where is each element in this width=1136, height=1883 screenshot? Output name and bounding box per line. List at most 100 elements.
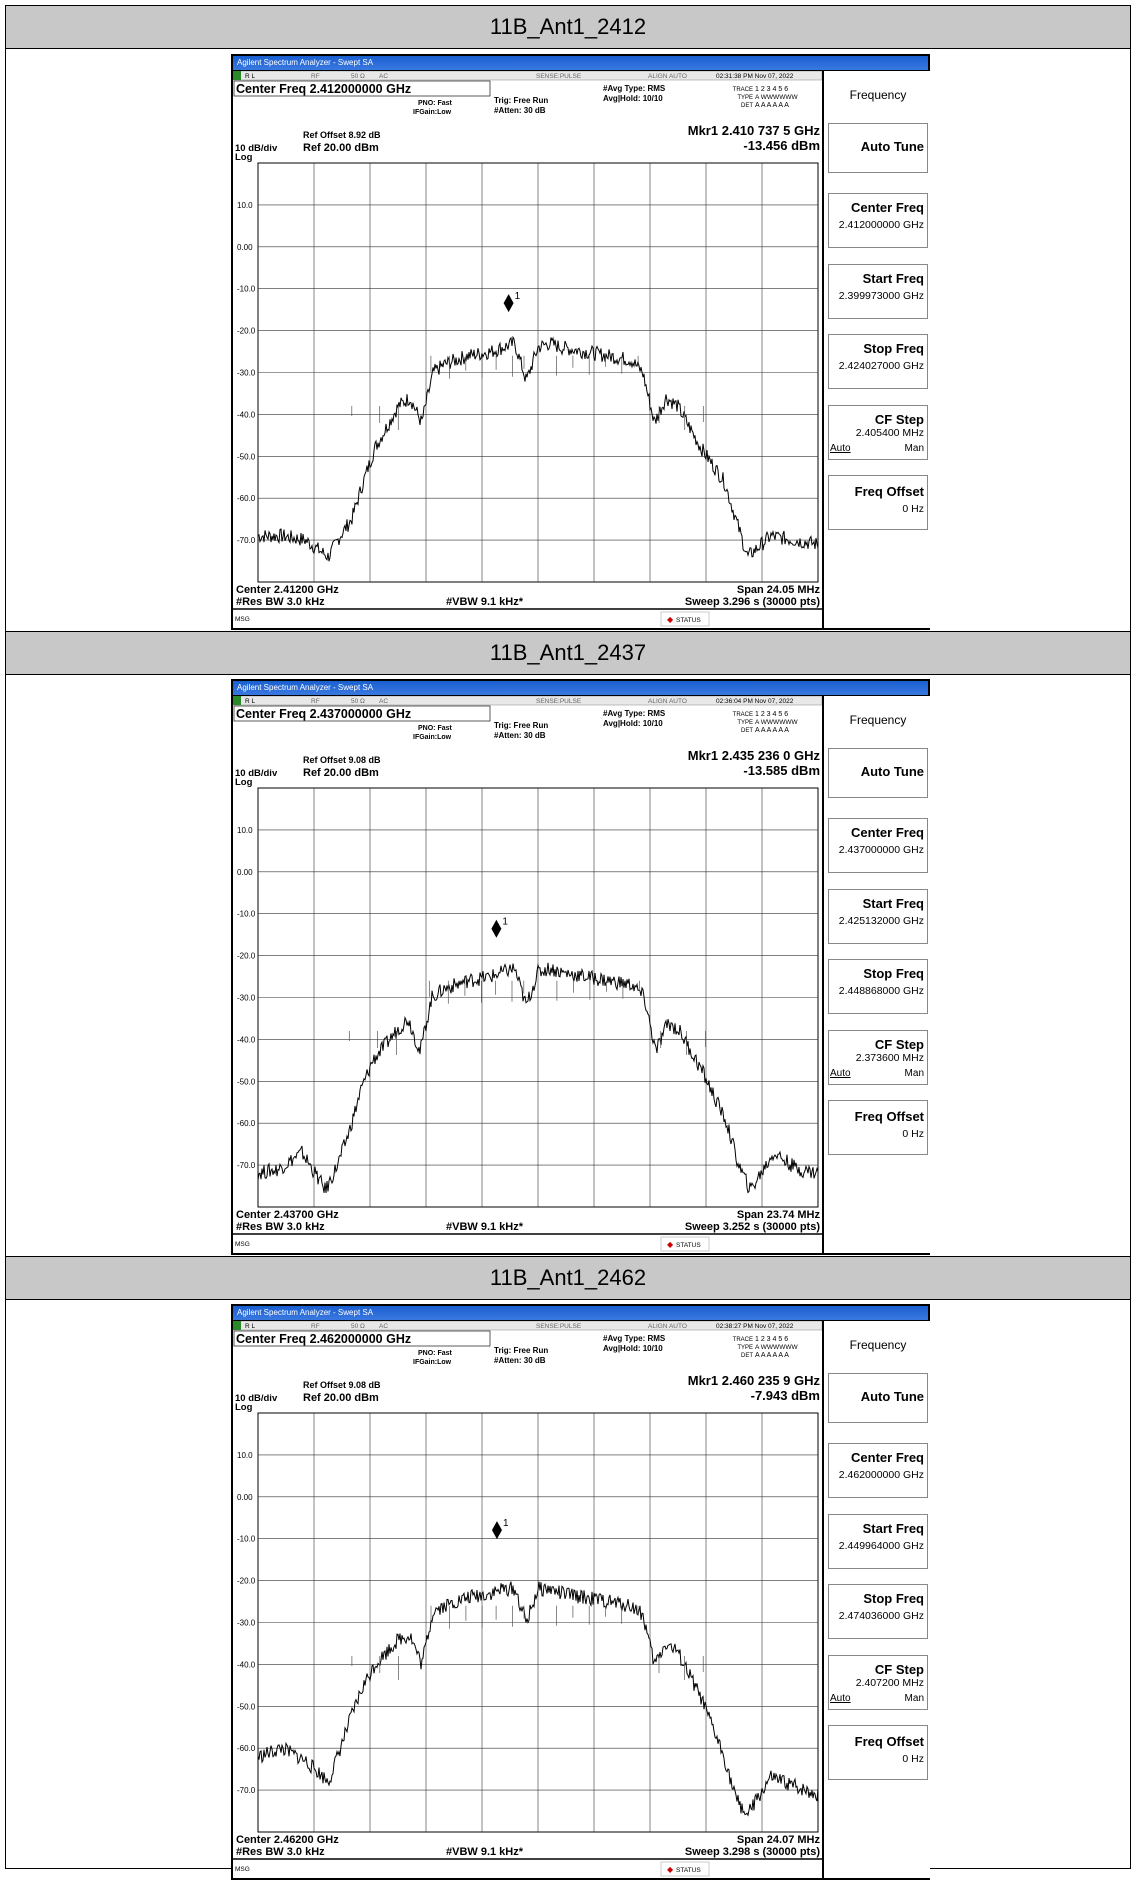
center-freq-button[interactable]: Center Freq 2.437000000 GHz bbox=[828, 818, 928, 873]
auto-tune-button[interactable]: Auto Tune bbox=[828, 123, 928, 173]
freq-offset-key-value: 0 Hz bbox=[902, 1128, 924, 1140]
softkey-panel: Frequency Auto Tune Center Freq 2.412000… bbox=[822, 71, 930, 628]
cf-step-auto[interactable]: Auto bbox=[830, 1693, 851, 1704]
cf-step-man[interactable]: Man bbox=[904, 1693, 924, 1704]
avg-type-label: #Avg Type: RMS bbox=[603, 709, 666, 718]
status-button-label[interactable]: STATUS bbox=[676, 617, 701, 624]
marker-freq-readout: Mkr1 2.410 737 5 GHz bbox=[688, 123, 821, 138]
y-tick-label: -30.0 bbox=[237, 1619, 256, 1628]
log-label: Log bbox=[235, 152, 253, 163]
cf-step-button[interactable]: CF Step 2.405400 MHz Auto Man bbox=[828, 405, 928, 460]
start-freq-key-value: 2.449964000 GHz bbox=[838, 1540, 924, 1552]
start-freq-button[interactable]: Start Freq 2.399973000 GHz bbox=[828, 264, 928, 319]
stop-freq-key-value: 2.474036000 GHz bbox=[838, 1610, 924, 1622]
msg-label: MSG bbox=[235, 1866, 250, 1873]
y-tick-label: 0.00 bbox=[237, 243, 253, 252]
pno-label: PNO: Fast bbox=[418, 725, 453, 732]
status-indicator-icon bbox=[233, 71, 241, 80]
stop-freq-button[interactable]: Stop Freq 2.424027000 GHz bbox=[828, 334, 928, 389]
ref-offset: Ref Offset 8.92 dB bbox=[303, 130, 381, 140]
freq-offset-button[interactable]: Freq Offset 0 Hz bbox=[828, 475, 928, 530]
cf-step-button[interactable]: CF Step 2.407200 MHz Auto Man bbox=[828, 1655, 928, 1710]
sweep-label: Sweep 3.296 s (30000 pts) bbox=[685, 596, 820, 608]
cf-step-auto[interactable]: Auto bbox=[830, 1068, 851, 1079]
cf-step-key-label: CF Step bbox=[874, 1037, 924, 1052]
rbw-label: #Res BW 3.0 kHz bbox=[236, 596, 325, 608]
status-align: ALIGN AUTO bbox=[648, 1323, 687, 1330]
status-rf: RF bbox=[311, 73, 320, 80]
cf-step-auto[interactable]: Auto bbox=[830, 443, 851, 454]
atten-label: #Atten: 30 dB bbox=[494, 1356, 546, 1365]
spurs bbox=[351, 1605, 704, 1680]
status-coupling: AC bbox=[379, 1323, 388, 1330]
status-rl: R L bbox=[245, 698, 256, 705]
cf-step-man[interactable]: Man bbox=[904, 1068, 924, 1079]
avg-hold-label: Avg|Hold: 10/10 bbox=[603, 1344, 663, 1353]
trig-label: Trig: Free Run bbox=[494, 96, 548, 105]
freq-offset-key-value: 0 Hz bbox=[902, 1753, 924, 1765]
center-freq-button[interactable]: Center Freq 2.462000000 GHz bbox=[828, 1443, 928, 1498]
sweep-label: Sweep 3.252 s (30000 pts) bbox=[685, 1221, 820, 1233]
spectrum-analyzer-window: Agilent Spectrum Analyzer - Swept SA R L… bbox=[231, 54, 930, 630]
status-icon: ◆ bbox=[667, 1865, 674, 1874]
y-tick-label: -70.0 bbox=[237, 1161, 256, 1170]
trace-values: 1 2 3 4 5 6 bbox=[755, 1336, 788, 1343]
status-time: 02:31:38 PM Nov 07, 2022 bbox=[716, 73, 794, 80]
trace-values: 1 2 3 4 5 6 bbox=[755, 711, 788, 718]
status-rf: RF bbox=[311, 1323, 320, 1330]
stop-freq-key-label: Stop Freq bbox=[863, 341, 924, 356]
auto-tune-label: Auto Tune bbox=[860, 764, 924, 779]
center-freq-button[interactable]: Center Freq 2.412000000 GHz bbox=[828, 193, 928, 248]
page-frame: 11B_Ant1_2412 Agilent Spectrum Analyzer … bbox=[5, 5, 1131, 1880]
avg-hold-label: Avg|Hold: 10/10 bbox=[603, 94, 663, 103]
softkey-panel: Frequency Auto Tune Center Freq 2.462000… bbox=[822, 1321, 930, 1878]
avg-hold-label: Avg|Hold: 10/10 bbox=[603, 719, 663, 728]
y-tick-label: -60.0 bbox=[237, 494, 256, 503]
status-indicator-icon bbox=[233, 1321, 241, 1330]
auto-tune-button[interactable]: Auto Tune bbox=[828, 1373, 928, 1423]
det-label: DET bbox=[741, 728, 753, 734]
status-rl: R L bbox=[245, 73, 256, 80]
start-freq-button[interactable]: Start Freq 2.449964000 GHz bbox=[828, 1514, 928, 1569]
y-tick-labels: 10.0 0.00 -10.0 -20.0 -30.0 -40.0 -50.0 -60.0 -7… bbox=[237, 1451, 256, 1795]
stop-freq-button[interactable]: Stop Freq 2.474036000 GHz bbox=[828, 1584, 928, 1639]
auto-tune-button[interactable]: Auto Tune bbox=[828, 748, 928, 798]
ref-offset: Ref Offset 9.08 dB bbox=[303, 1380, 381, 1390]
type-label: TYPE bbox=[737, 720, 753, 726]
status-sense: SENSE:PULSE bbox=[536, 1323, 582, 1330]
window-title: Agilent Spectrum Analyzer - Swept SA bbox=[233, 681, 928, 695]
y-tick-label: -50.0 bbox=[237, 1077, 256, 1086]
freq-offset-button[interactable]: Freq Offset 0 Hz bbox=[828, 1100, 928, 1155]
spectrum-analyzer-window: Agilent Spectrum Analyzer - Swept SA R L… bbox=[231, 679, 930, 1255]
y-tick-label: 10.0 bbox=[237, 201, 253, 210]
rbw-label: #Res BW 3.0 kHz bbox=[236, 1221, 325, 1233]
stop-freq-button[interactable]: Stop Freq 2.448868000 GHz bbox=[828, 959, 928, 1014]
status-button-label[interactable]: STATUS bbox=[676, 1867, 701, 1874]
analyzer-body: R L RF 50 Ω AC SENSE:PULSE ALIGN AUTO 02… bbox=[232, 695, 930, 1253]
analyzer-body: R L RF 50 Ω AC SENSE:PULSE ALIGN AUTO 02… bbox=[232, 1320, 930, 1878]
start-freq-key-label: Start Freq bbox=[862, 1521, 924, 1536]
status-button-label[interactable]: STATUS bbox=[676, 1242, 701, 1249]
avg-type-label: #Avg Type: RMS bbox=[603, 1334, 666, 1343]
spectrum-trace bbox=[257, 335, 819, 562]
freq-offset-button[interactable]: Freq Offset 0 Hz bbox=[828, 1725, 928, 1780]
window-title: Agilent Spectrum Analyzer - Swept SA bbox=[233, 1306, 928, 1320]
y-tick-label: -30.0 bbox=[237, 994, 256, 1003]
status-align: ALIGN AUTO bbox=[648, 698, 687, 705]
marker-diamond-icon bbox=[503, 294, 514, 313]
start-freq-button[interactable]: Start Freq 2.425132000 GHz bbox=[828, 889, 928, 944]
marker-diamond-icon bbox=[491, 1521, 502, 1540]
center-freq-key-label: Center Freq bbox=[851, 200, 924, 215]
type-values: A WWWWWW bbox=[755, 1344, 798, 1351]
marker-number: 1 bbox=[502, 917, 508, 928]
scale-label: 10 dB/div bbox=[235, 143, 278, 154]
cf-step-man[interactable]: Man bbox=[904, 443, 924, 454]
y-tick-labels: 10.0 0.00 -10.0 -20.0 -30.0 -40.0 -50.0 -60.0 -7… bbox=[237, 201, 256, 545]
y-tick-label: -60.0 bbox=[237, 1744, 256, 1753]
trace-label: TRACE bbox=[733, 712, 753, 718]
cf-step-button[interactable]: CF Step 2.373600 MHz Auto Man bbox=[828, 1030, 928, 1085]
start-freq-key-value: 2.425132000 GHz bbox=[838, 915, 924, 927]
trace-values: 1 2 3 4 5 6 bbox=[755, 86, 788, 93]
type-values: A WWWWWW bbox=[755, 94, 798, 101]
spectrum-analyzer-window: Agilent Spectrum Analyzer - Swept SA R L… bbox=[231, 1304, 930, 1880]
